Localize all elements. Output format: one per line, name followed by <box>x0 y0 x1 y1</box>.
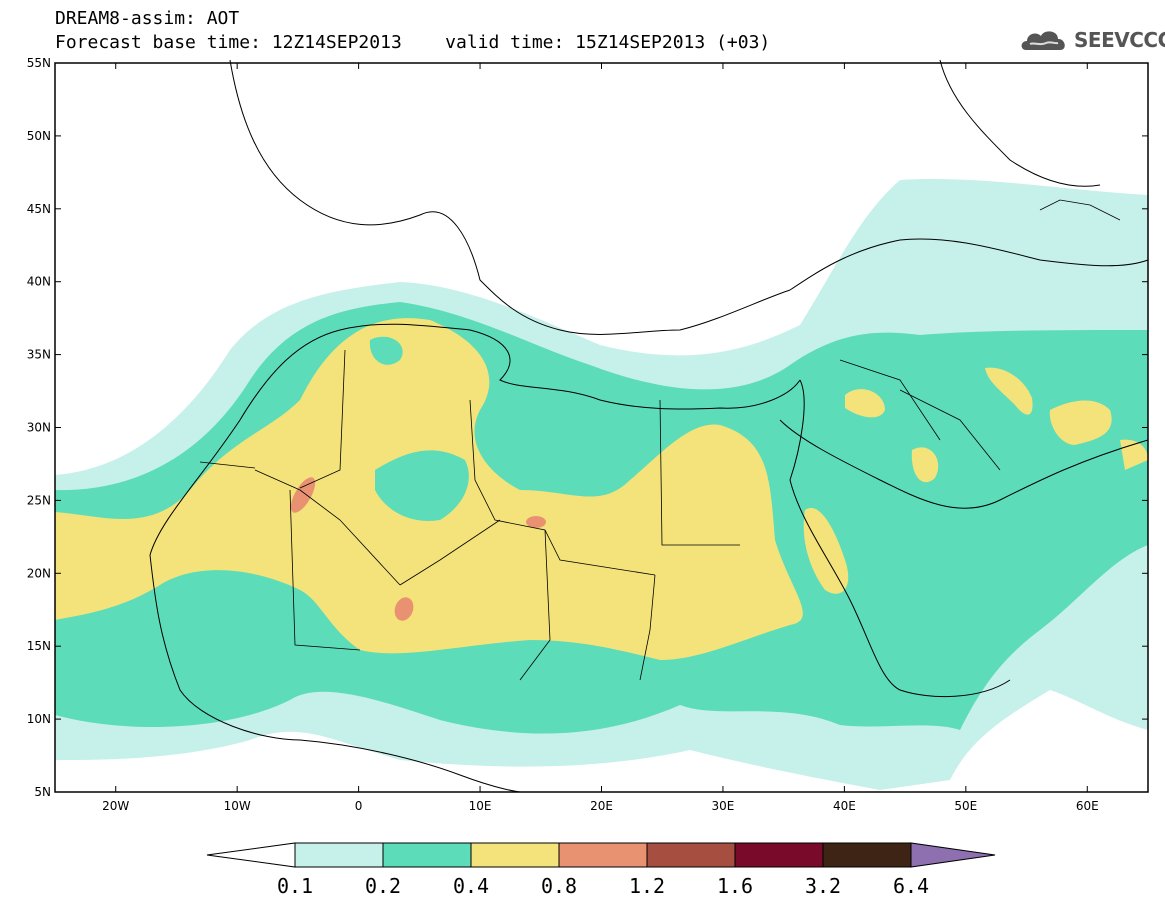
colorbar-swatch <box>382 842 472 868</box>
lat-tick-label: 45N <box>27 202 51 216</box>
valid-time: valid time: 15Z14SEP2013 (+03) <box>445 32 771 53</box>
colorbar-swatch <box>294 842 384 868</box>
colorbar-swatch <box>558 842 648 868</box>
lon-tick-label: 20E <box>590 799 613 813</box>
lon-tick-label: 40E <box>833 799 856 813</box>
colorbar-swatch <box>646 842 736 868</box>
lon-tick-label: 10E <box>469 799 492 813</box>
coastlines <box>149 59 1149 793</box>
colorbar-swatch <box>470 842 560 868</box>
aot-field <box>55 178 1148 791</box>
lon-tick-label: 50E <box>954 799 977 813</box>
lat-tick-label: 15N <box>27 639 51 653</box>
colorbar-label: 6.4 <box>893 874 929 898</box>
colorbar-label: 1.2 <box>629 874 665 898</box>
aot-band-0.8 <box>290 477 546 621</box>
aot-band-0.2-pockets <box>369 336 469 521</box>
lat-tick-label: 35N <box>27 348 51 362</box>
colorbar-label: 0.8 <box>541 874 577 898</box>
latitude-axis: 5N 10N 15N 20N 25N 30N 35N 40N 45N 50N 55N <box>27 56 1148 799</box>
lon-tick-label: 30E <box>712 799 735 813</box>
lat-tick-label: 55N <box>27 56 51 70</box>
country-borders <box>199 199 1121 681</box>
colorbar-swatch <box>822 842 912 868</box>
lon-tick-label: 10W <box>224 799 251 813</box>
lon-tick-label: 0 <box>355 799 363 813</box>
logo-text: SEEVCCC <box>1074 28 1165 52</box>
colorbar-swatch <box>734 842 824 868</box>
colorbar-under-arrow <box>206 842 296 868</box>
lat-tick-label: 25N <box>27 493 51 507</box>
colorbar-over-arrow <box>910 842 996 868</box>
lon-tick-label: 20W <box>102 799 129 813</box>
lon-tick-label: 60E <box>1076 799 1099 813</box>
lat-tick-label: 30N <box>27 421 51 435</box>
lat-tick-label: 20N <box>27 566 51 580</box>
colorbar-label: 1.6 <box>717 874 753 898</box>
colorbar-label: 0.4 <box>453 874 489 898</box>
lat-tick-label: 10N <box>27 712 51 726</box>
base-time: Forecast base time: 12Z14SEP2013 <box>55 32 402 53</box>
cloud-icon <box>1021 31 1065 50</box>
longitude-axis: 20W 10W 0 10E 20E 30E 40E 50E 60E <box>102 63 1099 813</box>
colorbar-label: 3.2 <box>805 874 841 898</box>
map-title: DREAM8-assim: AOT <box>55 8 240 29</box>
lat-tick-label: 40N <box>27 275 51 289</box>
lat-tick-label: 5N <box>34 785 51 799</box>
colorbar-label: 0.1 <box>277 874 313 898</box>
lat-tick-label: 50N <box>27 129 51 143</box>
colorbar-label: 0.2 <box>365 874 401 898</box>
seevccc-logo: SEEVCCC <box>1018 24 1165 56</box>
forecast-time-line: Forecast base time: 12Z14SEP2013 valid t… <box>55 32 770 53</box>
colorbar: 0.1 0.2 0.4 0.8 1.2 1.6 3.2 6.4 <box>206 842 996 898</box>
